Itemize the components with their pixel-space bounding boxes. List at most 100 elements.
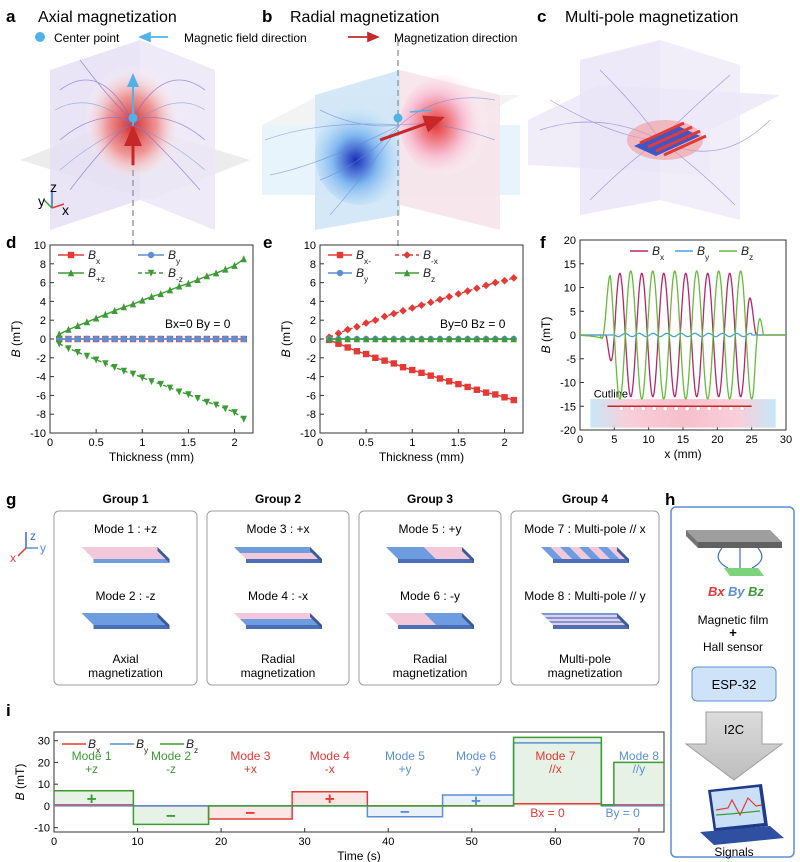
data-point-By bbox=[231, 335, 238, 343]
x-tick-label: 30 bbox=[299, 836, 311, 848]
inset-pole bbox=[640, 406, 646, 412]
group-caption-b-3: magnetization bbox=[393, 666, 468, 680]
esp32-box bbox=[691, 666, 777, 702]
data-point-By bbox=[139, 335, 146, 343]
slab-stripe bbox=[569, 547, 591, 559]
x-tick-label: 20 bbox=[215, 836, 227, 848]
y-tick-label: 4 bbox=[310, 296, 316, 308]
mode-sign: + bbox=[87, 789, 97, 808]
data-point-By bbox=[166, 335, 174, 343]
data-point-B-x bbox=[371, 316, 380, 324]
slab-half bbox=[386, 547, 436, 559]
x-tick-label: 70 bbox=[633, 836, 645, 848]
group-caption-a-2: Radial bbox=[261, 652, 295, 666]
data-point-Bz bbox=[381, 335, 388, 343]
center-point-icon bbox=[35, 32, 45, 42]
data-point-B+z bbox=[129, 300, 137, 308]
annotation: By=0 Bz = 0 bbox=[440, 317, 506, 331]
y-tick-label: 15 bbox=[564, 259, 576, 271]
data-point-Bz bbox=[510, 335, 517, 343]
legend-label-By: By bbox=[136, 737, 149, 755]
x-axis-label: Thickness (mm) bbox=[379, 450, 464, 464]
inset-pole bbox=[629, 406, 635, 412]
data-point-B+z bbox=[92, 314, 100, 322]
y-tick-label: 2 bbox=[40, 315, 46, 327]
x-tick-label: 20 bbox=[711, 434, 723, 446]
x-axis-label: Time (s) bbox=[337, 849, 381, 862]
inset-pole bbox=[717, 406, 723, 412]
panel-letter-h: h bbox=[665, 490, 675, 509]
data-point-Bz bbox=[436, 335, 444, 343]
g-axis-y: y bbox=[40, 541, 46, 555]
mode-sign: − bbox=[400, 802, 410, 821]
slab-front bbox=[398, 625, 474, 629]
x-tick-label: 10 bbox=[643, 434, 655, 446]
legend-marker bbox=[336, 269, 344, 277]
data-point-By bbox=[194, 335, 201, 343]
multipole-field-illustration bbox=[528, 40, 780, 220]
data-point-B-z bbox=[240, 415, 247, 423]
data-point-B+z bbox=[148, 292, 155, 300]
inset-pole bbox=[706, 406, 712, 412]
data-point-By bbox=[212, 335, 220, 343]
data-point-B-x bbox=[426, 298, 435, 307]
y-tick-label: 5 bbox=[570, 306, 576, 318]
legend-marker bbox=[336, 251, 344, 259]
inset-pole bbox=[728, 406, 734, 412]
y-axis-label: B (mT) bbox=[9, 321, 23, 358]
data-point-Bz bbox=[344, 335, 351, 343]
y-tick-label: -15 bbox=[560, 401, 576, 413]
slab-side bbox=[617, 613, 629, 629]
y-tick-label: -6 bbox=[306, 390, 316, 402]
g-axis-x: x bbox=[10, 551, 16, 565]
y-tick-label: -10 bbox=[34, 823, 50, 835]
data-point-Bz bbox=[445, 335, 453, 343]
y-tick-label: 0 bbox=[40, 334, 46, 346]
slab-half bbox=[424, 613, 474, 625]
mode-label-6: Mode 6 : -y bbox=[400, 589, 460, 603]
mode-label-2: Mode 2 : -z bbox=[95, 589, 155, 603]
legend-label-B-z: B-z bbox=[168, 266, 183, 284]
data-point-Bz bbox=[455, 335, 462, 343]
data-point-B+z bbox=[194, 275, 201, 283]
data-point-Bx- bbox=[335, 340, 342, 347]
top-legend: Center point Magnetic field direction Ma… bbox=[35, 31, 517, 45]
h-bz: Bz bbox=[748, 584, 764, 599]
data-point-B-z bbox=[231, 409, 238, 417]
data-point-Bz bbox=[427, 335, 434, 343]
slab-half bbox=[240, 553, 322, 559]
slab-front bbox=[93, 625, 170, 629]
data-point-B+z bbox=[175, 282, 183, 290]
slab-side bbox=[157, 613, 170, 629]
series-line-Bz bbox=[580, 270, 786, 400]
data-point-By bbox=[175, 335, 183, 343]
mode-annotation: Mode 7 bbox=[535, 749, 575, 763]
data-point-Bx- bbox=[427, 372, 434, 379]
mode-3-slab-icon bbox=[234, 547, 322, 563]
y-tick-label: 2 bbox=[310, 315, 316, 327]
slab-side bbox=[462, 547, 474, 563]
slab-half bbox=[386, 613, 436, 625]
series-line-B-x bbox=[328, 277, 514, 338]
mode-annotation: Mode 2 bbox=[151, 749, 191, 763]
slab-stripe bbox=[598, 547, 620, 559]
data-point-B-x bbox=[362, 319, 370, 327]
series-line-By bbox=[580, 332, 786, 338]
mode-shade bbox=[513, 737, 602, 806]
data-point-Bx- bbox=[362, 350, 370, 358]
mode-annotation: Mode 1 bbox=[72, 749, 112, 763]
x-tick-label: 2 bbox=[231, 437, 237, 449]
mode-label-4: Mode 4 : -x bbox=[248, 589, 308, 603]
panel-letter-b: b bbox=[262, 7, 272, 26]
data-point-B-z bbox=[92, 356, 100, 364]
panel-a-title: Axial magnetization bbox=[38, 9, 177, 26]
y-tick-label: 0 bbox=[310, 334, 316, 346]
data-point-B-z bbox=[212, 401, 220, 409]
mode-annotation-sub: //y bbox=[633, 762, 646, 776]
inset-label: Cutline bbox=[594, 389, 628, 401]
inset-pole bbox=[618, 406, 624, 412]
x-tick-label: 2 bbox=[501, 437, 507, 449]
data-point-B+z bbox=[65, 325, 72, 333]
y-tick-label: -20 bbox=[560, 425, 576, 437]
legend-label-Bz: Bz bbox=[741, 244, 753, 262]
